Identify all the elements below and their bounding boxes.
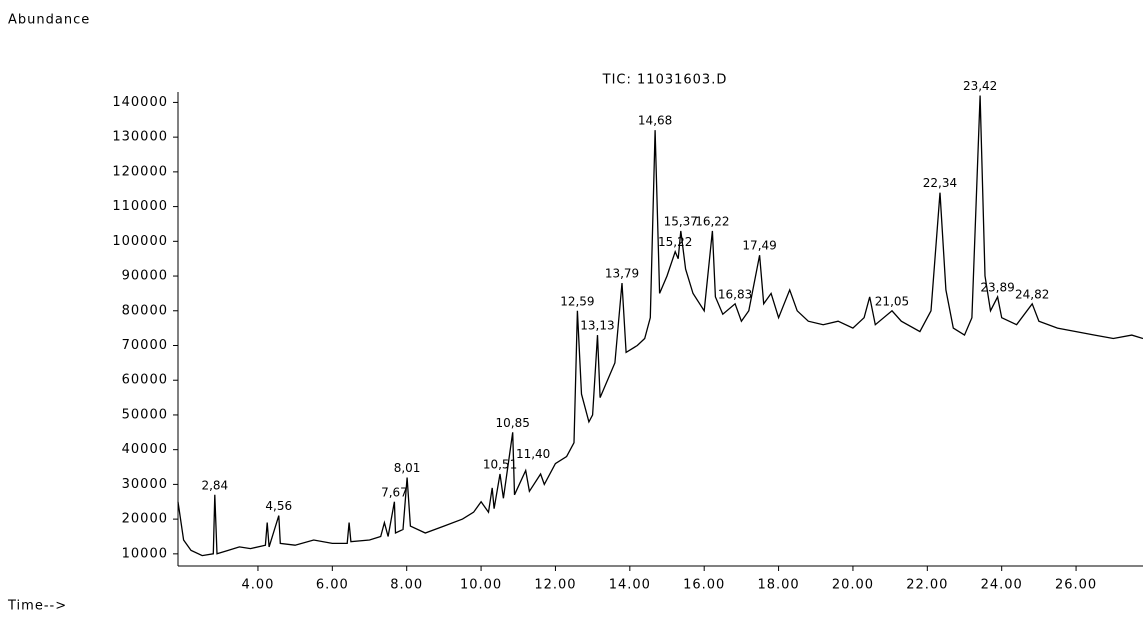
tic-trace (177, 95, 1143, 557)
peak-label: 15,22 (658, 235, 692, 249)
y-tick-label: 40000 (122, 442, 168, 457)
x-axis-label: Time--> (7, 599, 67, 614)
y-tick-label: 130000 (112, 130, 168, 145)
x-tick-label: 10.00 (460, 578, 502, 593)
peak-label: 21,05 (875, 294, 909, 308)
y-tick-label: 20000 (122, 512, 168, 527)
x-tick-label: 18.00 (757, 578, 799, 593)
y-tick-label: 50000 (122, 407, 168, 422)
y-axis-label: Abundance (8, 13, 90, 28)
peak-label: 4,56 (265, 499, 292, 513)
chart-title: TIC: 11031603.D (602, 73, 728, 88)
peak-label: 7,67 (381, 485, 408, 499)
peak-label: 23,42 (963, 79, 997, 93)
x-tick-label: 6.00 (316, 578, 349, 593)
x-tick-label: 14.00 (609, 578, 651, 593)
y-tick-label: 60000 (122, 373, 168, 388)
y-tick-label: 110000 (112, 199, 168, 214)
peak-label: 12,59 (560, 294, 594, 308)
peak-label: 11,40 (516, 447, 550, 461)
peak-label: 16,22 (695, 214, 729, 228)
y-tick-label: 120000 (112, 164, 168, 179)
peak-label: 13,13 (580, 319, 614, 333)
x-tick-label: 16.00 (683, 578, 725, 593)
x-tick-label: 12.00 (534, 578, 576, 593)
y-tick-label: 140000 (112, 95, 168, 110)
x-tick-label: 26.00 (1055, 578, 1097, 593)
x-tick-label: 20.00 (832, 578, 874, 593)
peak-label: 23,89 (980, 280, 1014, 294)
peak-label: 10,51 (483, 457, 517, 471)
peak-label: 24,82 (1015, 287, 1049, 301)
peak-label: 2,84 (201, 478, 228, 492)
y-tick-label: 80000 (122, 303, 168, 318)
peak-label: 22,34 (923, 176, 957, 190)
peak-label: 13,79 (605, 266, 639, 280)
x-tick-label: 24.00 (981, 578, 1023, 593)
peak-label: 15,37 (664, 214, 698, 228)
y-tick-label: 90000 (122, 269, 168, 284)
y-tick-label: 10000 (122, 546, 168, 561)
peak-label: 8,01 (394, 461, 421, 475)
peak-label: 14,68 (638, 114, 672, 128)
x-tick-label: 8.00 (390, 578, 423, 593)
y-tick-label: 70000 (122, 338, 168, 353)
peak-label: 17,49 (742, 239, 776, 253)
x-tick-label: 22.00 (906, 578, 948, 593)
peak-label: 16,83 (718, 287, 752, 301)
y-tick-label: 30000 (122, 477, 168, 492)
x-tick-label: 4.00 (241, 578, 274, 593)
peak-label: 10,85 (496, 416, 530, 430)
y-tick-label: 100000 (112, 234, 168, 249)
